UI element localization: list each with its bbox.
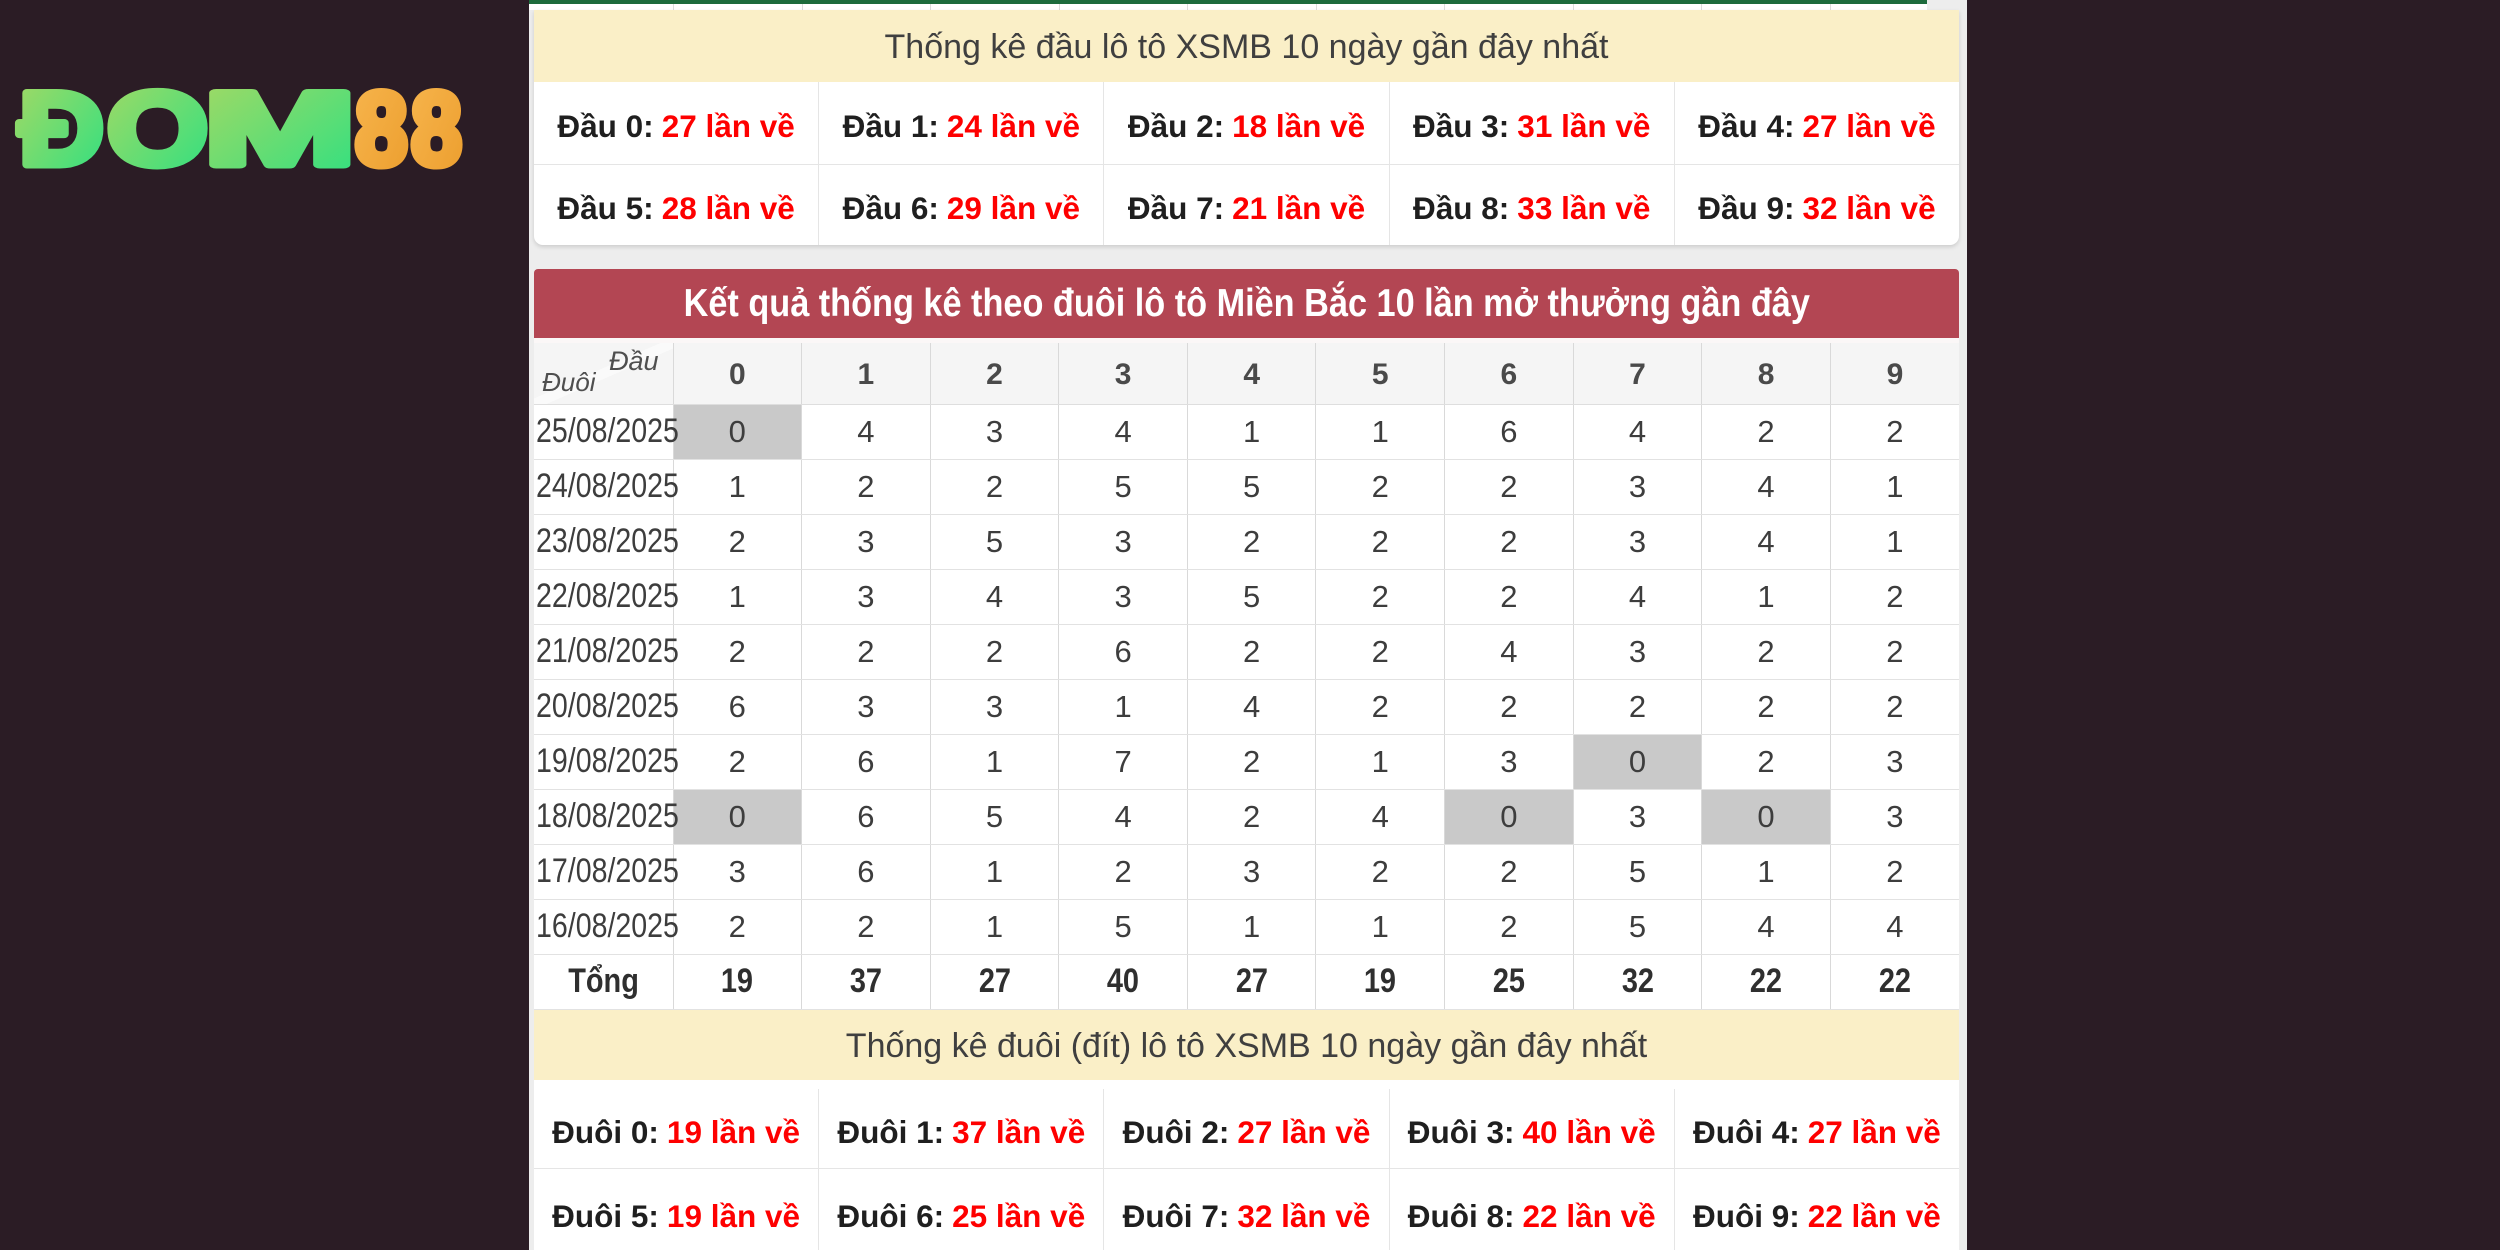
svg-text:8: 8	[411, 70, 462, 187]
svg-text:Đ: Đ	[19, 71, 104, 187]
svg-text:M: M	[204, 71, 356, 187]
svg-text:8: 8	[355, 71, 408, 187]
svg-text:O: O	[107, 70, 208, 187]
